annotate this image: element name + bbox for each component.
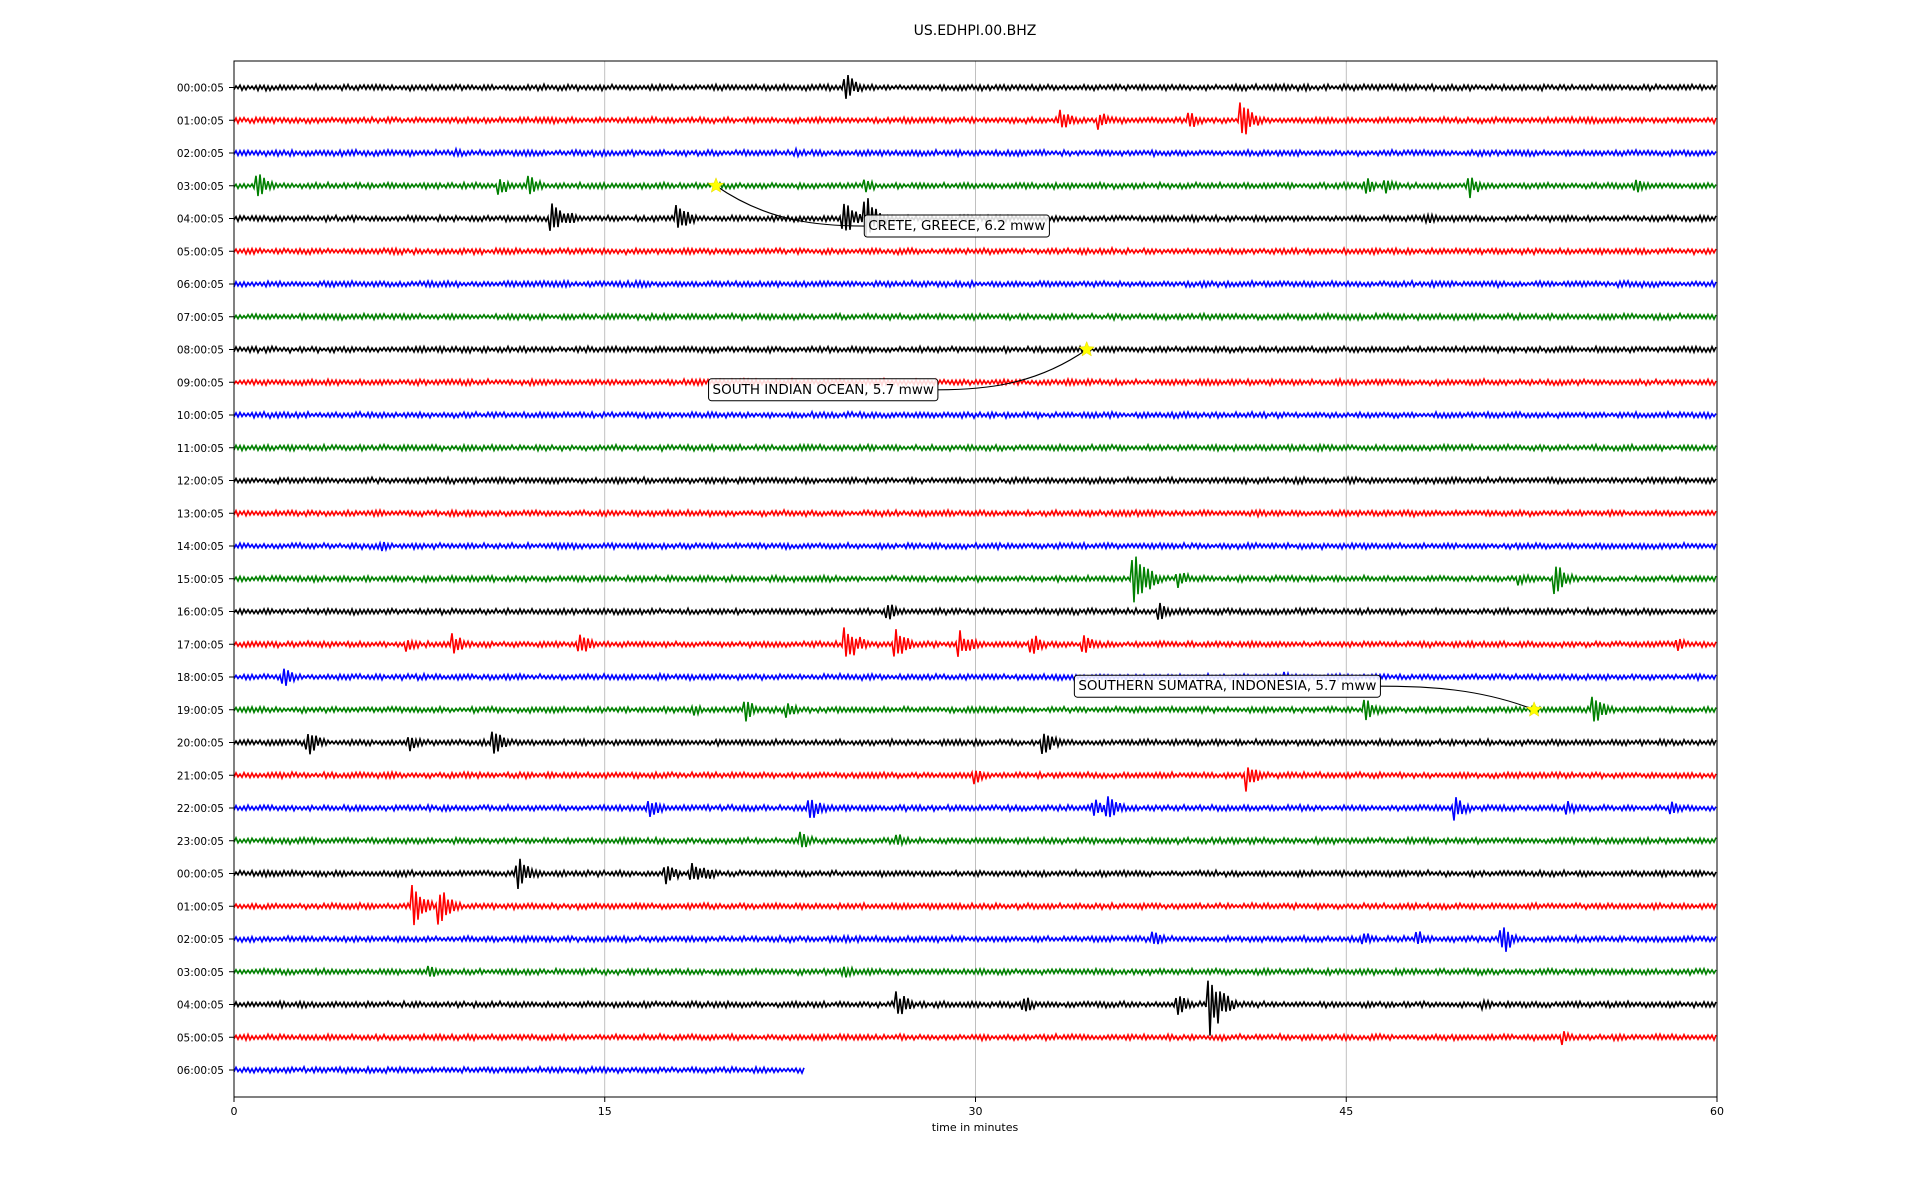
event-connector bbox=[1380, 685, 1535, 711]
event-star-marker bbox=[707, 177, 725, 193]
x-tick-label: 30 bbox=[969, 1105, 983, 1118]
row-time-label: 22:00:05 bbox=[177, 803, 224, 815]
row-time-label: 00:00:05 bbox=[177, 83, 224, 95]
row-time-label: 20:00:05 bbox=[177, 738, 224, 750]
event-star-marker bbox=[1525, 701, 1543, 717]
row-time-label: 11:00:05 bbox=[177, 443, 224, 455]
row-time-label: 06:00:05 bbox=[177, 1065, 224, 1077]
trace-row-1 bbox=[233, 102, 1717, 135]
row-time-label: 04:00:05 bbox=[177, 1000, 224, 1012]
trace-row-28 bbox=[233, 980, 1717, 1036]
event-label-box bbox=[863, 214, 1050, 238]
trace-row-18 bbox=[233, 668, 1717, 686]
x-tick-label: 0 bbox=[231, 1105, 238, 1118]
row-time-label: 00:00:05 bbox=[177, 869, 224, 881]
trace-row-7 bbox=[233, 311, 1717, 323]
trace-row-3 bbox=[233, 174, 1717, 199]
row-time-label: 07:00:05 bbox=[177, 312, 224, 324]
trace-row-30 bbox=[233, 1064, 805, 1076]
x-tick-label: 60 bbox=[1710, 1105, 1724, 1118]
x-axis-ticks: 0 15 30 45 60 bbox=[231, 1097, 1724, 1118]
row-time-label: 01:00:05 bbox=[177, 901, 224, 913]
trace-row-0 bbox=[233, 75, 1717, 99]
x-tick-label: 15 bbox=[598, 1105, 612, 1118]
row-time-label: 12:00:05 bbox=[177, 476, 224, 488]
event-label: SOUTHERN SUMATRA, INDONESIA, 5.7 mww bbox=[1078, 678, 1376, 694]
event-label-box bbox=[1073, 674, 1381, 698]
trace-row-25 bbox=[233, 885, 1717, 926]
trace-row-12 bbox=[233, 475, 1717, 486]
chart-title: US.EDHPI.00.BHZ bbox=[914, 23, 1037, 39]
row-time-label: 01:00:05 bbox=[177, 115, 224, 127]
trace-row-6 bbox=[233, 278, 1717, 290]
row-time-labels: 00:00:05 01:00:05 02:00:05 03:00:05 04:00:05… bbox=[177, 83, 234, 1077]
row-time-label: 21:00:05 bbox=[177, 770, 224, 782]
row-time-label: 09:00:05 bbox=[177, 377, 224, 389]
x-axis-label: time in minutes bbox=[932, 1121, 1019, 1134]
row-time-label: 08:00:05 bbox=[177, 345, 224, 357]
row-time-label: 18:00:05 bbox=[177, 672, 224, 684]
row-time-label: 17:00:05 bbox=[177, 639, 224, 651]
event-label-box bbox=[708, 378, 939, 402]
trace-row-22 bbox=[233, 796, 1717, 821]
event-connector bbox=[715, 185, 865, 227]
trace-row-5 bbox=[233, 245, 1717, 257]
trace-row-13 bbox=[233, 507, 1717, 519]
event-1: SOUTH INDIAN OCEAN, 5.7 mww bbox=[708, 340, 1095, 402]
event-0: CRETE, GREECE, 6.2 mww bbox=[707, 177, 1050, 238]
trace-row-21 bbox=[233, 767, 1717, 792]
trace-row-11 bbox=[233, 442, 1717, 454]
trace-row-14 bbox=[233, 540, 1717, 553]
event-star-marker bbox=[1078, 340, 1095, 357]
trace-row-16 bbox=[233, 602, 1717, 620]
trace-row-9 bbox=[233, 376, 1717, 388]
trace-row-8 bbox=[233, 344, 1717, 355]
row-time-label: 05:00:05 bbox=[177, 1032, 224, 1044]
row-time-label: 23:00:05 bbox=[177, 836, 224, 848]
event-label: SOUTH INDIAN OCEAN, 5.7 mww bbox=[713, 382, 934, 398]
trace-row-23 bbox=[233, 831, 1717, 848]
x-tick-label: 45 bbox=[1339, 1105, 1353, 1118]
trace-row-19 bbox=[233, 696, 1717, 722]
seismic-traces bbox=[233, 75, 1717, 1076]
row-time-label: 04:00:05 bbox=[177, 214, 224, 226]
trace-row-27 bbox=[233, 965, 1717, 979]
row-time-label: 19:00:05 bbox=[177, 705, 224, 717]
row-time-label: 06:00:05 bbox=[177, 279, 224, 291]
trace-row-24 bbox=[233, 858, 1717, 889]
trace-row-29 bbox=[233, 1030, 1717, 1046]
row-time-label: 03:00:05 bbox=[177, 967, 224, 979]
row-time-label: 02:00:05 bbox=[177, 934, 224, 946]
row-time-label: 13:00:05 bbox=[177, 508, 224, 520]
trace-row-15 bbox=[233, 556, 1717, 603]
row-time-label: 15:00:05 bbox=[177, 574, 224, 586]
trace-row-17 bbox=[233, 627, 1717, 657]
row-time-label: 05:00:05 bbox=[177, 246, 224, 258]
trace-row-10 bbox=[233, 409, 1717, 421]
event-2: SOUTHERN SUMATRA, INDONESIA, 5.7 mww bbox=[1073, 674, 1543, 717]
row-time-label: 10:00:05 bbox=[177, 410, 224, 422]
event-label: CRETE, GREECE, 6.2 mww bbox=[868, 218, 1045, 234]
row-time-label: 14:00:05 bbox=[177, 541, 224, 553]
trace-row-20 bbox=[233, 731, 1717, 755]
row-time-label: 02:00:05 bbox=[177, 148, 224, 160]
row-time-label: 16:00:05 bbox=[177, 607, 224, 619]
trace-row-2 bbox=[233, 145, 1717, 159]
event-connector bbox=[937, 349, 1088, 391]
event-annotations: CRETE, GREECE, 6.2 mww SOUTH INDIAN OCEAN… bbox=[707, 177, 1543, 717]
trace-row-26 bbox=[233, 927, 1717, 952]
row-time-label: 03:00:05 bbox=[177, 181, 224, 193]
